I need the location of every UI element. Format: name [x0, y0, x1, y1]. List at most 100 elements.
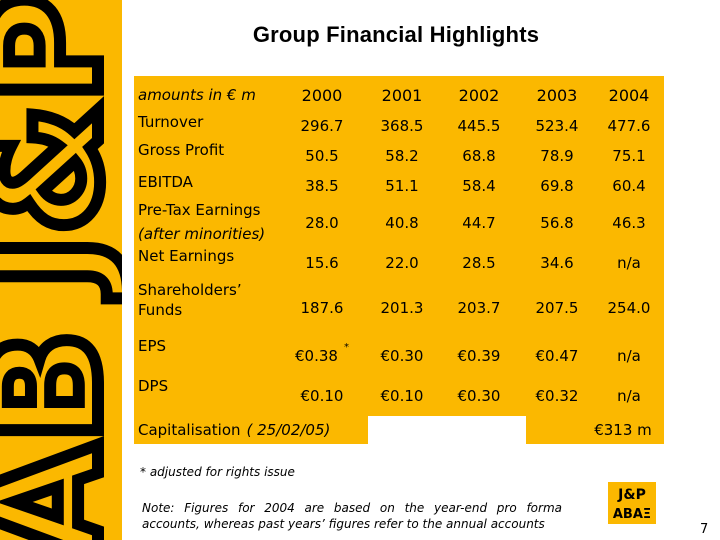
- value-cell: 40.8: [362, 200, 442, 246]
- value-text: 523.4: [535, 117, 579, 135]
- value-text: 15.6: [305, 254, 339, 272]
- value-text: 296.7: [300, 117, 344, 135]
- value-cell: 523.4: [518, 112, 596, 140]
- year-header: 2002: [458, 85, 500, 105]
- value-cell: 254.0: [594, 280, 664, 336]
- value-text: €0.38: [295, 347, 338, 365]
- value-text: n/a: [617, 254, 641, 272]
- value-cell: 78.9: [518, 140, 596, 172]
- company-logo: J&P ΑΒΑΞ: [608, 482, 656, 524]
- row-label-main: Turnover: [138, 113, 204, 131]
- row-label: EBITDA: [138, 172, 298, 200]
- value-cell: 445.5: [440, 112, 518, 140]
- value-cell: n/a: [594, 246, 664, 280]
- page-number: 7: [700, 522, 709, 537]
- value-cell: 69.8: [518, 172, 596, 200]
- value-text: 201.3: [380, 299, 424, 317]
- value-text: 60.4: [612, 177, 646, 195]
- value-cell: 477.6: [594, 112, 664, 140]
- value-cell: n/a: [594, 376, 664, 416]
- sidebar-logo-bottom: ΑΒ: [0, 330, 122, 540]
- value-text: 28.0: [305, 214, 339, 232]
- year-header: 2001: [381, 85, 423, 105]
- value-text: n/a: [617, 347, 641, 365]
- note-text: Note: Figures for 2004 are based on the …: [142, 500, 562, 532]
- value-text: 50.5: [305, 147, 339, 165]
- row-label-main: DPS: [138, 377, 169, 395]
- value-cell: 50.5: [282, 140, 362, 172]
- value-cell: 44.7: [440, 200, 518, 246]
- year-header: 2000: [301, 85, 343, 105]
- value-cell: €0.10: [282, 376, 362, 416]
- value-cell: 207.5: [518, 280, 596, 336]
- row-label: Shareholders’ Funds: [138, 280, 298, 336]
- value-cell: 187.6: [282, 280, 362, 336]
- row-label-sub: (after minorities): [138, 225, 266, 243]
- table-row: Net Earnings 15.6 22.0 28.5 34.6 n/a: [134, 246, 664, 280]
- value-cell: 368.5: [362, 112, 442, 140]
- footnote-marker: *: [343, 342, 349, 353]
- value-text: 40.8: [385, 214, 419, 232]
- year-header: 2003: [536, 85, 578, 105]
- value-cell: 58.4: [440, 172, 518, 200]
- value-cell: 46.3: [594, 200, 664, 246]
- value-cell: n/a: [594, 336, 664, 376]
- value-text: 28.5: [462, 254, 496, 272]
- value-text: 58.4: [462, 177, 496, 195]
- value-cell: 203.7: [440, 280, 518, 336]
- value-text: 254.0: [607, 299, 651, 317]
- value-text: 69.8: [540, 177, 574, 195]
- row-label: Net Earnings: [138, 246, 298, 280]
- value-cell: €0.39: [440, 336, 518, 376]
- value-cell: €0.32: [518, 376, 596, 416]
- value-text: 75.1: [612, 147, 646, 165]
- value-cell: 58.2: [362, 140, 442, 172]
- note-prefix: Note: [142, 501, 171, 515]
- value-text: 56.8: [540, 214, 574, 232]
- value-cell: 296.7: [282, 112, 362, 140]
- value-text: 477.6: [607, 117, 651, 135]
- value-text: 187.6: [300, 299, 344, 317]
- value-text: 34.6: [540, 254, 574, 272]
- table-row: Gross Profit 50.5 58.2 68.8 78.9 75.1: [134, 140, 664, 172]
- row-label-sub: Funds: [138, 301, 183, 319]
- value-text: 445.5: [457, 117, 501, 135]
- table-row: Shareholders’ Funds 187.6 201.3 203.7 207.5 25…: [134, 280, 664, 336]
- value-text: 46.3: [612, 214, 646, 232]
- value-cell: €0.47: [518, 336, 596, 376]
- value-text: 68.8: [462, 147, 496, 165]
- value-text: 203.7: [457, 299, 501, 317]
- value-cell: €0.10: [362, 376, 442, 416]
- footnote: * adjusted for rights issue: [140, 465, 295, 479]
- value-text: 58.2: [385, 147, 419, 165]
- table-row: DPS €0.10 €0.10 €0.30 €0.32 n/a: [134, 376, 664, 416]
- value-text: €0.10: [380, 387, 424, 405]
- value-cell: 56.8: [518, 200, 596, 246]
- value-text: 22.0: [385, 254, 419, 272]
- value-text: €0.32: [535, 387, 579, 405]
- value-text: 51.1: [385, 177, 419, 195]
- logo-line-top: J&P: [617, 487, 646, 503]
- table-row: EPS €0.38 * €0.30 €0.39 €0.47 n/a: [134, 336, 664, 376]
- table-row: Pre-Tax Earnings (after minorities) 28.0 40…: [134, 200, 664, 246]
- value-cell: 51.1: [362, 172, 442, 200]
- value-text: €0.10: [300, 387, 344, 405]
- value-cell: 28.0: [282, 200, 362, 246]
- value-cell: 38.5: [282, 172, 362, 200]
- capitalisation-label: Capitalisation ( 25/02/05): [138, 421, 331, 439]
- value-text: 44.7: [462, 214, 496, 232]
- row-label: Turnover: [138, 112, 298, 140]
- value-cell: 60.4: [594, 172, 664, 200]
- row-label-main: Pre-Tax Earnings: [138, 201, 261, 219]
- row-label: EPS: [138, 336, 298, 376]
- page-title: Group Financial Highlights: [252, 22, 540, 47]
- table-row: Turnover 296.7 368.5 445.5 523.4 477.6: [134, 112, 664, 140]
- row-label-main: Gross Profit: [138, 141, 225, 159]
- value-cell: 75.1: [594, 140, 664, 172]
- value-text: 368.5: [380, 117, 424, 135]
- value-cell: 15.6: [282, 246, 362, 280]
- value-cell: 34.6: [518, 246, 596, 280]
- row-label: Pre-Tax Earnings (after minorities): [138, 200, 298, 246]
- value-text: n/a: [617, 387, 641, 405]
- value-cell: 28.5: [440, 246, 518, 280]
